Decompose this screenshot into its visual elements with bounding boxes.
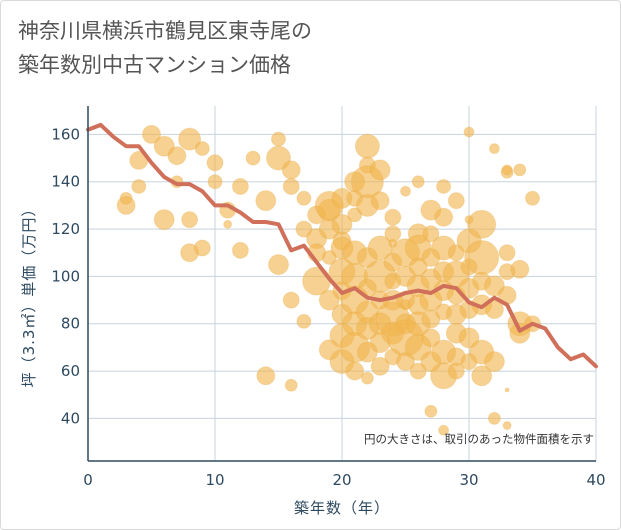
y-tick-label: 60 [61,362,80,380]
bubble-point [513,163,527,177]
bubble-point [282,177,300,195]
bubble-point [510,259,530,279]
bubble-layer [116,124,541,436]
bubble-point [502,421,512,430]
x-tick-label: 10 [205,471,224,489]
y-axis-title: 坪（3.3㎡）単価（万円） [20,201,38,388]
y-tick-label: 100 [51,267,80,285]
bubble-point [268,254,289,276]
bubble-point [411,175,425,189]
bubble-point [153,209,175,231]
bubble-point [245,150,261,166]
bubble-point [284,378,298,392]
bubble-point [367,235,393,261]
bubble-point [409,362,427,380]
bubble-point [207,174,223,190]
x-tick-label: 20 [332,471,351,489]
y-tick-label: 160 [51,125,80,143]
y-tick-label: 120 [51,220,80,238]
bubble-point [388,238,398,248]
bubble-point [345,361,365,381]
bubble-point [421,309,441,329]
bubble-point [370,191,390,211]
bubble-point [471,365,493,387]
bubble-point [296,190,312,206]
size-note: 円の大きさは、取引のあった物件面積を示す [364,432,594,446]
bubble-point [370,356,390,376]
bubble-point [447,192,465,210]
bubble-point [436,178,452,194]
bubble-point [354,133,380,159]
bubble-point [434,207,454,227]
bubble-point [318,339,340,361]
bubble-point [400,185,411,197]
bubble-point [194,141,210,157]
bubble-point [231,241,249,259]
bubble-point [484,300,504,320]
bubble-point [369,159,391,181]
bubble-point [483,351,505,373]
bubble-point [487,411,501,425]
bubble-point [167,146,187,166]
y-tick-label: 140 [51,173,80,191]
bubble-point [256,366,276,386]
bubble-point [464,215,474,225]
bubble-point [282,291,300,309]
bubble-point [223,219,233,229]
bubble-point [231,177,249,195]
bubble-point [501,164,513,176]
axis-layer: 40 60 80 100 120 140 160 0 10 20 30 40 [51,106,606,489]
bubble-point [296,313,312,329]
bubble-point [181,211,199,229]
average-price-line [86,122,598,369]
bubble-point [142,124,161,144]
x-tick-label: 0 [83,471,93,489]
bubble-point [206,154,224,172]
bubble-point [295,220,313,238]
bubble-point [178,127,202,151]
x-axis-title: 築年数（年） [294,499,390,517]
bubble-point [255,190,277,212]
bubble-point [463,126,475,138]
x-tick-label: 40 [586,471,605,489]
bubble-point [467,209,497,239]
y-tick-label: 40 [61,409,80,427]
bubble-point [447,362,465,380]
bubble-point [384,208,402,226]
bubble-point [400,299,411,311]
bubble-point [421,328,441,348]
x-tick-label: 30 [459,471,478,489]
chart-title: 神奈川県横浜市鶴見区東寺尾の 築年数別中古マンション価格 [18,19,312,77]
bubble-point [498,244,516,262]
bubble-point [525,190,540,206]
bubble-point [488,143,500,155]
bubble-point [281,160,301,180]
bubble-point [422,225,440,243]
trend-line-layer [86,122,598,369]
bubble-point [424,404,438,418]
bubble-point [131,178,147,194]
bubble-point [504,387,510,393]
y-tick-label: 80 [61,315,80,333]
bubble-point [271,131,286,147]
bubble-point [438,424,450,436]
bubble-point [193,239,211,257]
bubble-point [360,371,374,385]
bubble-point [355,316,379,340]
bubble-point [464,239,500,275]
bubble-point [119,191,133,205]
